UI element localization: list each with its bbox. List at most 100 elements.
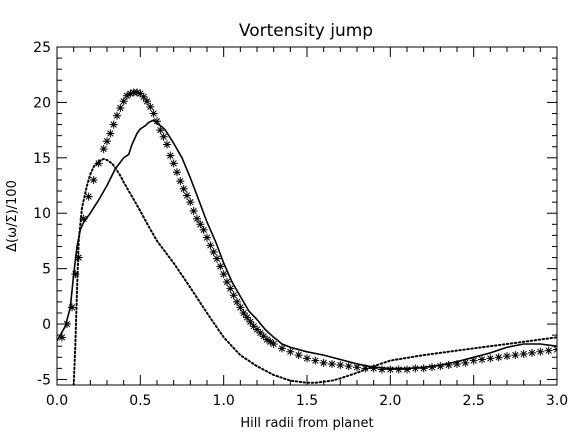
data-point [469, 356, 478, 365]
data-point [106, 129, 115, 138]
x-tick-label: 2.0 [379, 393, 401, 409]
data-point [239, 308, 248, 317]
data-point [71, 270, 80, 279]
data-point [199, 225, 208, 234]
data-point [133, 88, 141, 97]
data-point [213, 254, 221, 263]
data-point [163, 140, 171, 149]
data-point [528, 348, 536, 357]
x-tick-label: 0.0 [46, 393, 68, 409]
data-point [453, 359, 461, 368]
data-point [223, 277, 231, 286]
y-axis-label: Δ(ω/Σ)/100 [5, 180, 20, 252]
data-point [511, 351, 520, 360]
data-point [203, 233, 211, 242]
y-tick-label: 20 [33, 95, 51, 111]
y-tick-label: 10 [33, 206, 51, 222]
y-tick-label: -5 [37, 372, 51, 388]
data-point [173, 168, 181, 177]
data-point [444, 361, 453, 370]
data-point [109, 120, 118, 129]
data-point [146, 102, 155, 111]
data-point [233, 297, 241, 306]
data-point [176, 177, 185, 186]
data-point [226, 284, 235, 293]
x-tick-label: 3.0 [546, 393, 568, 409]
data-point [113, 111, 121, 120]
data-point [103, 137, 111, 146]
data-point [294, 351, 303, 360]
data-point [209, 248, 218, 257]
data-point [94, 159, 103, 168]
data-point [249, 322, 258, 331]
data-point [153, 117, 161, 126]
data-point [394, 365, 403, 374]
data-point [169, 159, 178, 168]
data-point [139, 92, 148, 101]
data-point [266, 337, 275, 346]
data-point [243, 313, 251, 322]
data-point [123, 91, 131, 100]
x-tick-label: 0.5 [129, 393, 151, 409]
x-tick-label: 1.5 [296, 393, 318, 409]
data-point [79, 214, 88, 223]
y-tick-label: 5 [42, 262, 51, 278]
data-point [278, 344, 286, 353]
data-point [179, 184, 188, 193]
data-point [486, 354, 495, 363]
dotted-series-line [72, 157, 557, 385]
data-point [344, 362, 353, 371]
data-point [428, 363, 436, 372]
data-point [206, 241, 215, 250]
data-point [236, 303, 245, 312]
data-point [68, 303, 76, 312]
data-point [99, 144, 108, 153]
data-point [336, 361, 345, 370]
data-point [159, 132, 168, 141]
data-point [494, 353, 503, 362]
x-tick-label: 1.0 [213, 393, 235, 409]
data-point [419, 364, 428, 373]
data-point [544, 346, 553, 355]
data-point [303, 354, 311, 363]
data-point [256, 328, 265, 337]
axis-ticks [56, 46, 558, 385]
data-point [411, 364, 420, 373]
solid-series-line [57, 119, 557, 370]
data-point [319, 358, 328, 367]
data-point [503, 352, 511, 361]
data-point [259, 332, 268, 341]
data-point [63, 320, 71, 329]
data-point [246, 317, 255, 326]
data-point [156, 126, 165, 135]
data-point [403, 365, 411, 374]
data-point [311, 356, 320, 365]
series-layer [57, 88, 557, 385]
data-point [136, 89, 145, 98]
x-tick-label: 2.5 [463, 393, 485, 409]
plot-frame [56, 46, 558, 386]
data-point [386, 365, 395, 374]
data-point [58, 333, 66, 342]
data-point [286, 347, 295, 356]
data-point [478, 355, 486, 364]
data-point [216, 262, 225, 271]
y-tick-label: 0 [42, 317, 51, 333]
data-point [536, 347, 545, 356]
data-point [369, 364, 378, 373]
data-point [84, 192, 93, 201]
data-point [229, 291, 238, 300]
data-point [263, 335, 271, 344]
data-point [253, 325, 261, 334]
data-point [269, 339, 278, 348]
y-tick-label: 15 [33, 151, 51, 167]
data-point [553, 345, 557, 354]
data-point [353, 363, 361, 372]
data-point [116, 103, 125, 112]
tick-labels: 0.0 0.5 1.0 1.5 2.0 2.5 3.0 -5 0 5 10 15 20 25 [33, 40, 568, 409]
y-tick-label: 25 [33, 40, 51, 56]
data-point [89, 175, 98, 184]
data-point [328, 359, 336, 368]
data-point [461, 358, 470, 367]
